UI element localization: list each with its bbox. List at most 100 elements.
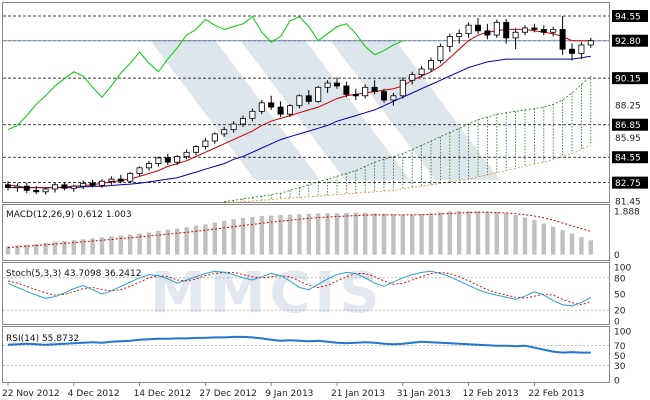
candle-body [230,123,237,131]
macd-bar [203,224,208,255]
macd-bar [513,215,518,255]
candle-body [446,36,453,47]
price-tick-label: 94.55 [615,13,641,23]
macd-bar [400,214,405,255]
price-tick-label: 85.95 [615,134,641,144]
macd-bar [99,237,105,255]
macd-bar [494,212,499,255]
candle-body [540,29,547,33]
macd-bar [269,215,274,255]
candle-body [418,68,425,76]
macd-bar [62,241,67,255]
candle-body [258,102,265,112]
macd-bar [231,219,236,255]
macd-bar [15,245,20,255]
candle-body [249,110,256,119]
date-label: 12 Feb 2013 [463,389,519,399]
macd-bar [137,233,142,255]
macd-bar [532,220,537,255]
price-tick-bg [612,118,648,131]
price-tick-bg [612,10,648,23]
macd-bar [165,229,170,255]
macd-bar [457,210,462,255]
candle-body [550,29,557,33]
candle-body [399,79,406,97]
candle-body [474,24,481,32]
macd-bar [353,212,358,255]
candle-body [578,44,585,54]
rsi-tick-label: 100 [614,328,631,338]
macd-bar [175,228,180,255]
stoch-title: Stoch(5,3,3) 43.7098 36.2412 [6,269,141,279]
macd-signal-line [7,211,591,249]
macd-bar [81,239,86,255]
macd-bar [334,213,340,255]
macd-bar [34,244,39,255]
candle-body [108,178,115,182]
rsi-tick-label: 0 [614,377,620,387]
candle-body [99,180,106,186]
macd-bar [447,211,452,255]
candle-body [286,105,293,115]
macd-bar [287,214,293,255]
macd-bar [372,213,377,255]
macd-bar [428,213,434,255]
candle-body [127,173,134,182]
stoch-tick-label: 0 [614,318,620,328]
candle-body [437,45,444,61]
rsi-panel [2,326,610,383]
stoch-main-line [7,270,592,307]
candle-body [587,40,594,46]
candle-body [268,102,275,108]
macd-bar [569,233,575,255]
price-tick-bg [612,176,648,189]
macd-bar [278,215,283,255]
price-tick-label: 82.75 [615,179,641,189]
date-label: 22 Feb 2013 [528,389,584,399]
stoch-tick-label: 50 [614,291,626,301]
candle-body [371,86,378,92]
stoch-signal-line [7,271,591,306]
macd-bar [184,227,189,255]
macd-bar [5,246,11,255]
macd-bar [466,210,471,255]
candle-body [465,24,472,35]
candle-body [522,27,529,33]
price-tick-label: 90.15 [615,75,641,85]
rsi-line [7,335,591,354]
candle-body [5,184,11,188]
candle-body [409,74,416,81]
candle-body [512,31,519,39]
date-label: 22 Nov 2012 [2,389,60,399]
candle-body [42,188,49,193]
macd-bar [128,234,133,255]
date-label: 31 Jan 2013 [397,389,451,399]
senkou-b-line [224,144,591,204]
price-tick-label: 86.85 [615,121,641,131]
candle-body [503,21,510,39]
macd-bar [344,213,349,255]
candle-body [192,146,199,153]
macd-bar [579,237,584,255]
candle-body [343,85,350,95]
candle-body [183,151,190,157]
macd-bar [316,213,321,255]
candle-body [23,185,30,191]
macd-bar [250,216,255,255]
macd-bar [485,211,490,255]
macd-bar [522,217,528,255]
rsi-series [3,335,609,366]
date-label: 9 Jan 2013 [265,389,313,399]
macd-bar [146,232,152,255]
candle-body [531,27,538,30]
candle-body [52,184,59,190]
date-label: 21 Jan 2013 [331,389,385,399]
macd-title: MACD(12,26,9) 0.612 1.003 [6,210,132,220]
date-label: 14 Dec 2012 [134,389,192,399]
price-tick-label: 84.55 [615,154,641,164]
candle-body [333,82,340,87]
candle-body [221,129,228,135]
watermark-text: MMCIS [150,261,384,326]
price-tick-label: 92.80 [615,37,641,47]
